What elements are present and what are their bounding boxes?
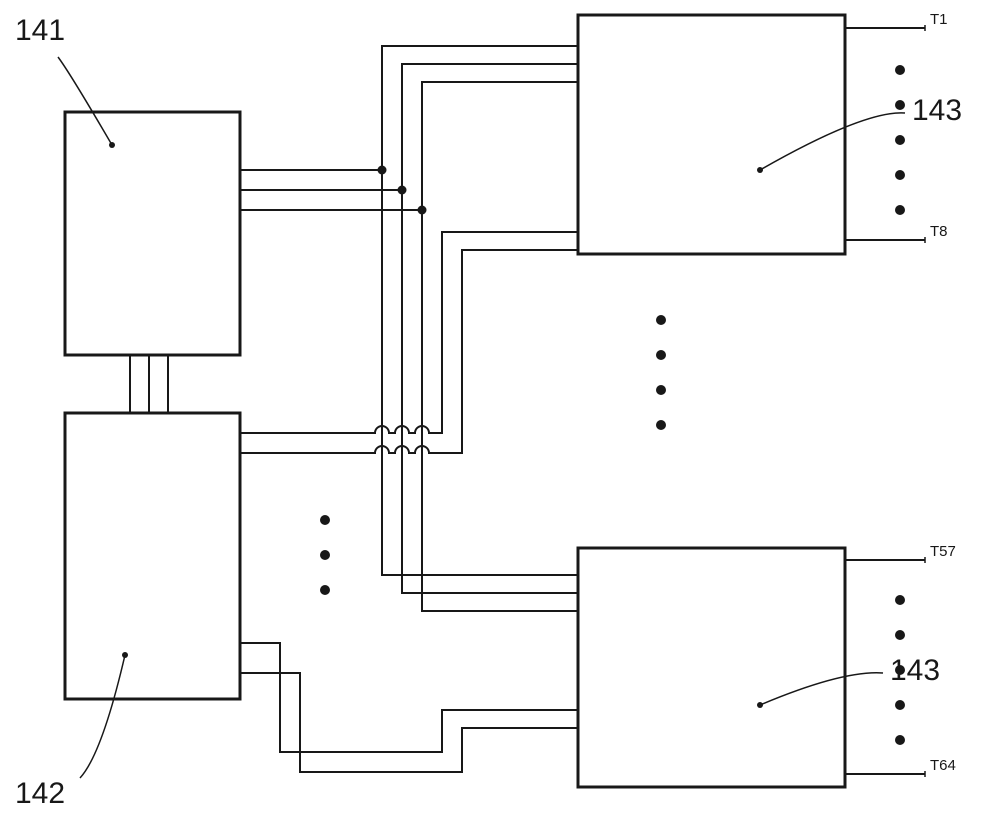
ellipsis-dot <box>895 735 905 745</box>
ref-label: 141 <box>15 14 65 47</box>
terminal-label: T8 <box>930 223 948 240</box>
to-143b <box>382 170 578 575</box>
ellipsis-dot <box>895 65 905 75</box>
ellipsis-dot <box>320 515 330 525</box>
ellipsis-dot <box>320 550 330 560</box>
leader-tip <box>109 142 115 148</box>
to-143a <box>422 82 578 210</box>
block-142 <box>65 413 240 699</box>
terminal-label: T1 <box>930 11 948 28</box>
ellipsis-dot <box>895 700 905 710</box>
ref-label: 143 <box>912 94 962 127</box>
leader-tip <box>757 702 763 708</box>
ellipsis-dot <box>895 205 905 215</box>
ellipsis-dot <box>895 595 905 605</box>
pair-142-to-143b <box>240 673 578 772</box>
pair-142-to-143b <box>240 643 578 752</box>
ellipsis-dot <box>895 665 905 675</box>
ellipsis-dot <box>895 170 905 180</box>
ellipsis-dot <box>895 135 905 145</box>
to-143b <box>422 210 578 611</box>
ellipsis-dot <box>656 315 666 325</box>
block-143-top <box>578 15 845 254</box>
leader-tip <box>757 167 763 173</box>
block-141 <box>65 112 240 355</box>
ref-label: 142 <box>15 777 65 810</box>
leader-tip <box>122 652 128 658</box>
ellipsis-dot <box>895 100 905 110</box>
terminal-label: T64 <box>930 757 956 774</box>
block-143-bottom <box>578 548 845 787</box>
pair-142-to-143a <box>240 232 578 433</box>
ellipsis-dot <box>320 585 330 595</box>
pair-142-to-143a <box>240 250 578 453</box>
terminal-label: T57 <box>930 543 956 560</box>
ellipsis-dot <box>656 385 666 395</box>
ellipsis-dot <box>656 420 666 430</box>
ellipsis-dot <box>656 350 666 360</box>
ellipsis-dot <box>895 630 905 640</box>
